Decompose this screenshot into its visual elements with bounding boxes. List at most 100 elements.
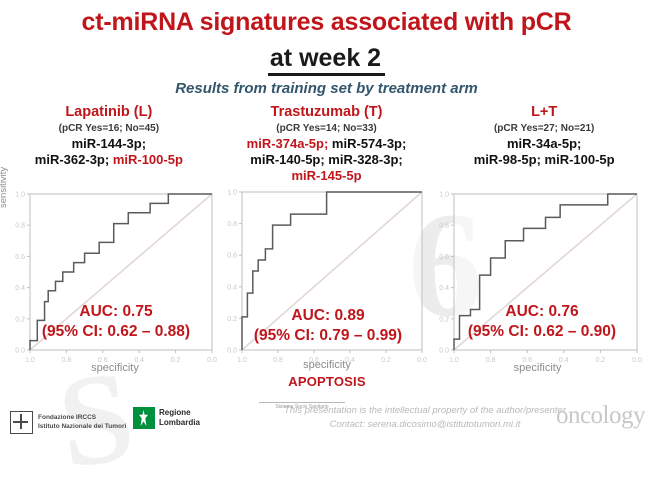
slide-title-line2-text: at week 2 (267, 44, 386, 76)
arm-pcr-counts: (pCR Yes=14; No=33) (276, 123, 377, 135)
roc-plot-row: 1.0 0.8 0.6 0.4 0.2 0.0 0.0 0.2 0.4 0.6 0.8 1.0 AUC:… (0, 186, 653, 376)
arm-column-1: Lapatinib (L) (pCR Yes=16; No=45) miR-144-… (0, 103, 218, 185)
auc-label: AUC: 0.89 (291, 307, 365, 324)
x-tick-label: 0.4 (345, 357, 355, 364)
x-tick-label: 1.0 (237, 357, 247, 364)
mirna-line: miR-144-3p; (0, 136, 218, 152)
roc-panel-lapatinib: 1.0 0.8 0.6 0.4 0.2 0.0 0.0 0.2 0.4 0.6 0.8 1.0 AUC:… (8, 186, 220, 376)
footer-line1: This presentation is the intellectual pr… (284, 405, 566, 416)
y-tick-label: 0.6 (439, 254, 449, 261)
x-tick-label: 0.0 (417, 357, 427, 364)
mirna-token: miR-374a-5p; (246, 136, 329, 152)
y-tick-label: 0.8 (15, 223, 25, 230)
roc-panel-lt: 1.0 0.8 0.6 0.4 0.2 0.0 0.0 0.2 0.4 0.6 0.8 1.0 AUC:… (432, 186, 647, 376)
mirna-token: miR-145-5p (291, 168, 362, 184)
mirna-token: miR-362-3p; (34, 152, 113, 168)
x-tick-label: 0.6 (98, 357, 108, 364)
roc-curve (29, 193, 212, 350)
x-tick-label: 0.4 (134, 357, 144, 364)
regione-line1: Regione (159, 408, 191, 418)
y-tick-label: 0.0 (15, 348, 25, 355)
mirna-token: miR-98-5p; miR-100-5p (473, 152, 615, 168)
arm-mirna-list: miR-34a-5p; miR-98-5p; miR-100-5p (435, 136, 653, 168)
mirna-token: miR-144-3p; (71, 136, 147, 152)
mirna-line: miR-140-5p; miR-328-3p; (218, 152, 436, 168)
arm-name: Trastuzumab (T) (270, 104, 383, 120)
arm-name: L+T (531, 104, 558, 120)
x-tick-label: 0.0 (207, 357, 217, 364)
irccs-line2: Istituto Nazionale dei Tumori (38, 422, 127, 430)
y-tick-label: 0.4 (439, 285, 449, 292)
apoptosis-label: APOPTOSIS (288, 374, 366, 389)
x-tick-label: 0.2 (171, 357, 181, 364)
regione-logo-row: Regione Lombardia (133, 407, 200, 429)
lombardia-rose-icon (133, 407, 155, 429)
y-tick-label: 0.6 (227, 253, 237, 260)
diagonal-reference-line (241, 191, 423, 351)
roc-chart-3: 1.0 0.8 0.6 0.4 0.2 0.0 0.0 0.2 0.4 0.6 0.8 1.0 AUC:… (439, 192, 642, 365)
logo-fondazione-irccs: Fondazione IRCCS Istituto Nazionale dei … (10, 411, 126, 434)
arm-column-2: Trastuzumab (T) (pCR Yes=14; No=33) miR-37… (218, 103, 436, 185)
ci-label: (95% CI: 0.62 – 0.90) (468, 323, 616, 340)
x-tick-label: 0.8 (486, 357, 496, 364)
y-tick-label: 1.0 (439, 192, 449, 199)
roc-chart-1: 1.0 0.8 0.6 0.4 0.2 0.0 0.0 0.2 0.4 0.6 0.8 1.0 AUC:… (15, 192, 217, 365)
x-tick-label: 0.6 (522, 357, 532, 364)
slide-title-line1: ct-miRNA signatures associated with pCR (81, 8, 572, 36)
x-tick-label: 1.0 (25, 357, 35, 364)
x-tick-label: 0.0 (632, 357, 642, 364)
roc-curve (241, 191, 422, 350)
x-tick-label: 0.4 (559, 357, 569, 364)
irccs-logo-text: Fondazione IRCCS Istituto Nazionale dei … (38, 414, 126, 432)
auc-label: AUC: 0.76 (505, 303, 579, 320)
y-tick-label: 0.4 (227, 284, 237, 291)
roc-chart-2: 1.0 0.8 0.6 0.4 0.2 0.0 0.0 0.2 0.4 0.6 0.8 1.0 AUC:… (227, 190, 427, 365)
diagonal-reference-line (29, 193, 213, 351)
mirna-token: miR-140-5p; miR-328-3p; (250, 152, 403, 168)
x-tick-label: 0.8 (62, 357, 72, 364)
mirna-token: miR-100-5p (112, 152, 183, 168)
footer-disclaimer: This presentation is the intellectual pr… (260, 404, 590, 433)
mirna-line: miR-145-5p (218, 168, 436, 184)
y-tick-label: 0.2 (15, 316, 25, 323)
y-tick-label: 0.2 (227, 316, 237, 323)
regione-logo-text: Regione Lombardia (159, 408, 200, 427)
x-tick-label: 1.0 (449, 357, 459, 364)
footer-line2: Contact: serena.dicosimo@istitutotumori.… (329, 419, 521, 431)
mirna-line: miR-374a-5p; miR-574-3p; (218, 136, 436, 152)
y-tick-label: 0.8 (227, 221, 237, 228)
arm-mirna-list: miR-144-3p; miR-362-3p; miR-100-5p (0, 136, 218, 168)
x-axis-label-specificity-1: specificity (91, 362, 139, 374)
arm-pcr-counts: (pCR Yes=27; No=21) (493, 123, 595, 135)
y-tick-label: 0.6 (15, 254, 25, 261)
y-axis-label-sensitivity: sensitivity (0, 166, 9, 208)
mirna-line: miR-362-3p; miR-100-5p (0, 152, 218, 168)
logo-regione-lombardia: Sistema Socio Sanitario Regione Lombardi… (133, 402, 345, 429)
irccs-cross-icon (10, 411, 33, 434)
arm-pcr-counts: (pCR Yes=16; No=45) (58, 123, 160, 135)
y-tick-label: 0.4 (15, 285, 25, 292)
treatment-arm-headers: Lapatinib (L) (pCR Yes=16; No=45) miR-144-… (0, 103, 653, 185)
diagonal-reference-line (453, 193, 638, 351)
arm-name: Lapatinib (L) (65, 104, 153, 120)
roc-panel-trastuzumab: 1.0 0.8 0.6 0.4 0.2 0.0 0.0 0.2 0.4 0.6 0.8 1.0 AUC:… (222, 186, 430, 376)
ci-label: (95% CI: 0.62 – 0.88) (42, 323, 190, 340)
regione-tagline: Sistema Socio Sanitario (259, 402, 345, 410)
regione-line2: Lombardia (159, 418, 200, 427)
mirna-token: miR-34a-5p; (506, 136, 582, 152)
slide-title-line2: at week 2 (0, 44, 653, 76)
ci-label: (95% CI: 0.79 – 0.99) (254, 327, 402, 344)
slide-subtitle: Results from training set by treatment a… (175, 80, 478, 97)
arm-column-3: L+T (pCR Yes=27; No=21) miR-34a-5p; miR-98-… (435, 103, 653, 185)
roc-curve (453, 193, 637, 350)
irccs-line1: Fondazione IRCCS (38, 413, 97, 421)
x-axis-label-specificity-2: specificity (303, 359, 351, 371)
oncology-watermark: oncology (555, 402, 646, 429)
auc-label: AUC: 0.75 (79, 303, 153, 320)
y-tick-label: 1.0 (227, 190, 237, 197)
y-tick-label: 1.0 (15, 192, 25, 199)
x-tick-label: 0.6 (309, 357, 319, 364)
x-tick-label: 0.8 (273, 357, 283, 364)
mirna-token: miR-574-3p; (328, 136, 407, 152)
y-tick-label: 0.0 (439, 348, 449, 355)
